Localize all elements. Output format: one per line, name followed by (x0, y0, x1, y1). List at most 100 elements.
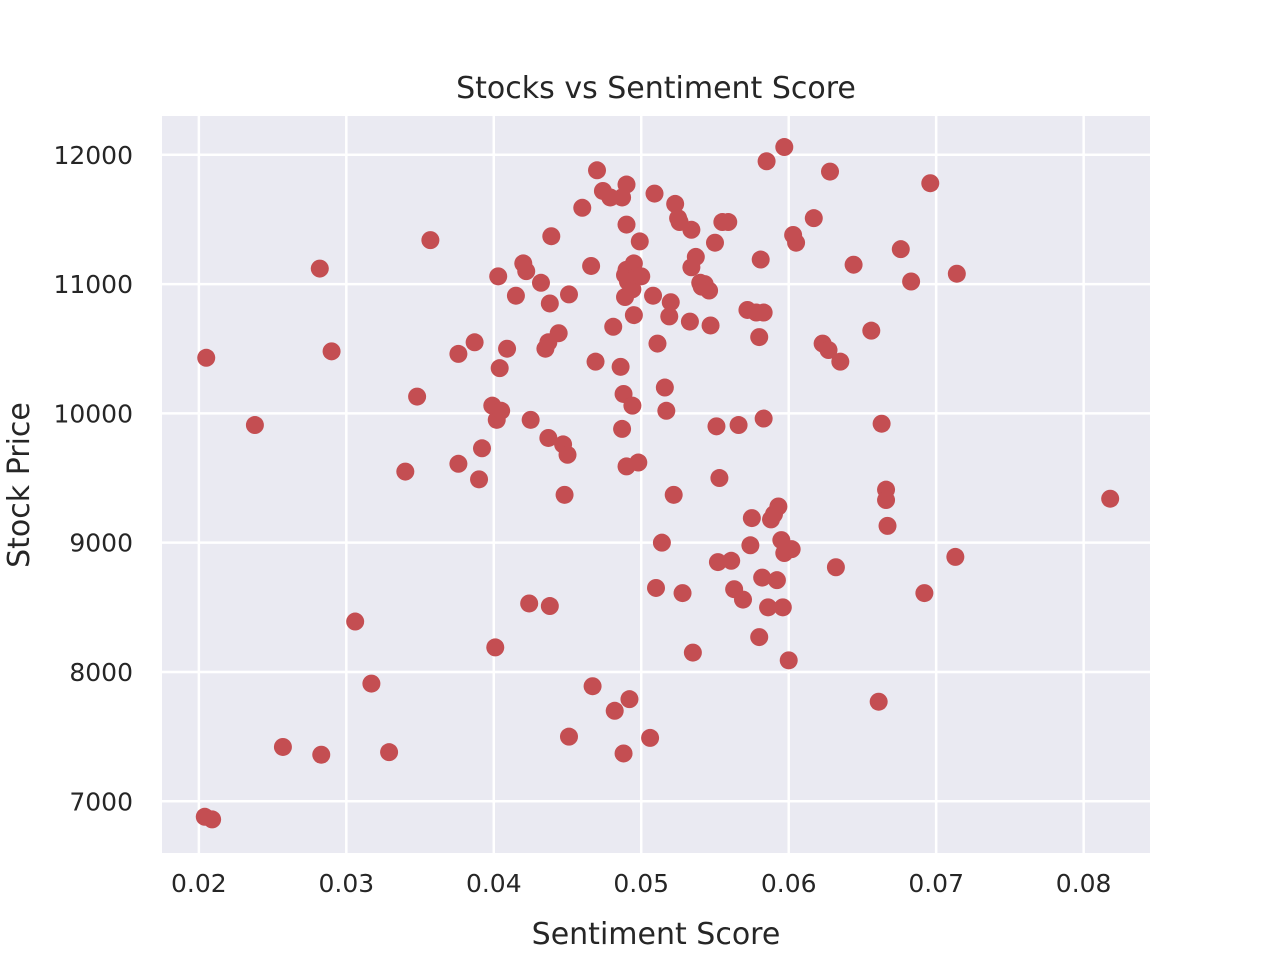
x-tick-label: 0.05 (613, 869, 669, 898)
y-tick-label: 11000 (53, 270, 133, 299)
y-tick-labels: 7000 8000 9000 10000 11000 12000 (53, 141, 133, 816)
scatter-point (396, 462, 415, 481)
scatter-point (804, 209, 823, 228)
scatter-point (540, 294, 559, 313)
x-tick-label: 0.08 (1056, 869, 1112, 898)
scatter-point (782, 540, 801, 559)
scatter-point (573, 198, 592, 217)
scatter-point (661, 293, 680, 312)
scatter-point (652, 533, 671, 552)
scatter-point (769, 497, 788, 516)
scatter-point (520, 594, 539, 613)
scatter-point (611, 357, 630, 376)
x-tick-label: 0.02 (171, 869, 227, 898)
scatter-point (421, 231, 440, 250)
scatter-point (489, 267, 508, 286)
scatter-point (819, 341, 838, 360)
y-tick-label: 9000 (69, 529, 133, 558)
scatter-point (683, 643, 702, 662)
scatter-point (629, 453, 648, 472)
scatter-point (582, 256, 601, 275)
scatter-point (664, 485, 683, 504)
scatter-point (624, 306, 643, 325)
scatter-point (877, 491, 896, 510)
scatter-point (648, 334, 667, 353)
data-points (195, 138, 1120, 829)
scatter-point (831, 352, 850, 371)
scatter-point (449, 344, 468, 363)
scatter-point (844, 255, 863, 274)
scatter-point (872, 414, 891, 433)
scatter-point (645, 184, 664, 203)
scatter-point (614, 744, 633, 763)
scatter-point (1101, 489, 1120, 508)
scatter-point (555, 485, 574, 504)
scatter-point (734, 590, 753, 609)
scatter-point (742, 509, 761, 528)
scatter-point (915, 584, 934, 603)
scatter-point (245, 416, 264, 435)
scatter-point (492, 401, 511, 420)
x-tick-label: 0.04 (466, 869, 522, 898)
scatter-point (449, 454, 468, 473)
scatter-point (775, 138, 794, 157)
scatter-point (773, 598, 792, 617)
scatter-point (946, 547, 965, 566)
scatter-point (750, 628, 769, 647)
x-axis-label: Sentiment Score (532, 917, 781, 952)
x-tick-label: 0.03 (318, 869, 374, 898)
scatter-point (750, 328, 769, 347)
scatter-point (620, 690, 639, 709)
scatter-point (707, 417, 726, 436)
scatter-point (682, 220, 701, 239)
plot-background (162, 116, 1150, 853)
scatter-point (891, 240, 910, 259)
scatter-point (583, 677, 602, 696)
scatter-point (710, 469, 729, 488)
scatter-point (686, 247, 705, 266)
scatter-point (655, 378, 674, 397)
scatter-point (490, 359, 509, 378)
scatter-point (472, 439, 491, 458)
scatter-point (787, 233, 806, 252)
scatter-point (605, 701, 624, 720)
x-tick-label: 0.07 (908, 869, 964, 898)
scatter-point (826, 558, 845, 577)
scatter-point (623, 396, 642, 415)
scatter-point (779, 651, 798, 670)
scatter-point (203, 810, 222, 829)
scatter-point (542, 227, 561, 246)
scatter-point (921, 174, 940, 193)
scatter-point (539, 428, 558, 447)
scatter-point (719, 213, 738, 232)
scatter-point (680, 312, 699, 331)
scatter-point (558, 445, 577, 464)
y-tick-label: 10000 (53, 399, 133, 428)
scatter-point (759, 598, 778, 617)
x-tick-labels: 0.02 0.03 0.04 0.05 0.06 0.07 0.08 (171, 869, 1111, 898)
scatter-point (470, 470, 489, 489)
y-tick-label: 7000 (69, 787, 133, 816)
y-axis-label: Stock Price (2, 402, 37, 568)
y-tick-label: 8000 (69, 658, 133, 687)
scatter-point (322, 342, 341, 361)
scatter-point (613, 419, 632, 438)
scatter-point (465, 333, 484, 352)
x-tick-label: 0.06 (761, 869, 817, 898)
scatter-point (862, 321, 881, 340)
scatter-point (722, 551, 741, 570)
scatter-point (729, 416, 748, 435)
scatter-point (647, 578, 665, 597)
y-tick-label: 12000 (53, 141, 133, 170)
scatter-point (346, 612, 365, 631)
scatter-point (700, 281, 719, 300)
scatter-point (310, 259, 329, 278)
scatter-point (617, 215, 636, 234)
scatter-point (741, 536, 760, 555)
scatter-point (673, 584, 692, 603)
scatter-point (540, 597, 559, 616)
scatter-point (312, 745, 331, 764)
scatter-point (757, 152, 776, 171)
scatter-point (380, 743, 399, 762)
